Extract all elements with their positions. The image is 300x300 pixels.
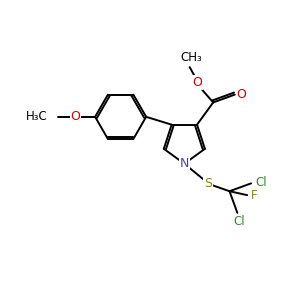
Text: O: O (70, 110, 80, 123)
Text: O: O (237, 88, 247, 101)
Text: H₃C: H₃C (26, 110, 48, 123)
Text: F: F (251, 189, 257, 202)
Text: Cl: Cl (233, 215, 245, 228)
Text: Cl: Cl (255, 176, 267, 189)
Text: CH₃: CH₃ (181, 51, 202, 64)
Text: O: O (193, 76, 202, 89)
Text: S: S (204, 177, 212, 190)
Text: N: N (180, 157, 189, 170)
